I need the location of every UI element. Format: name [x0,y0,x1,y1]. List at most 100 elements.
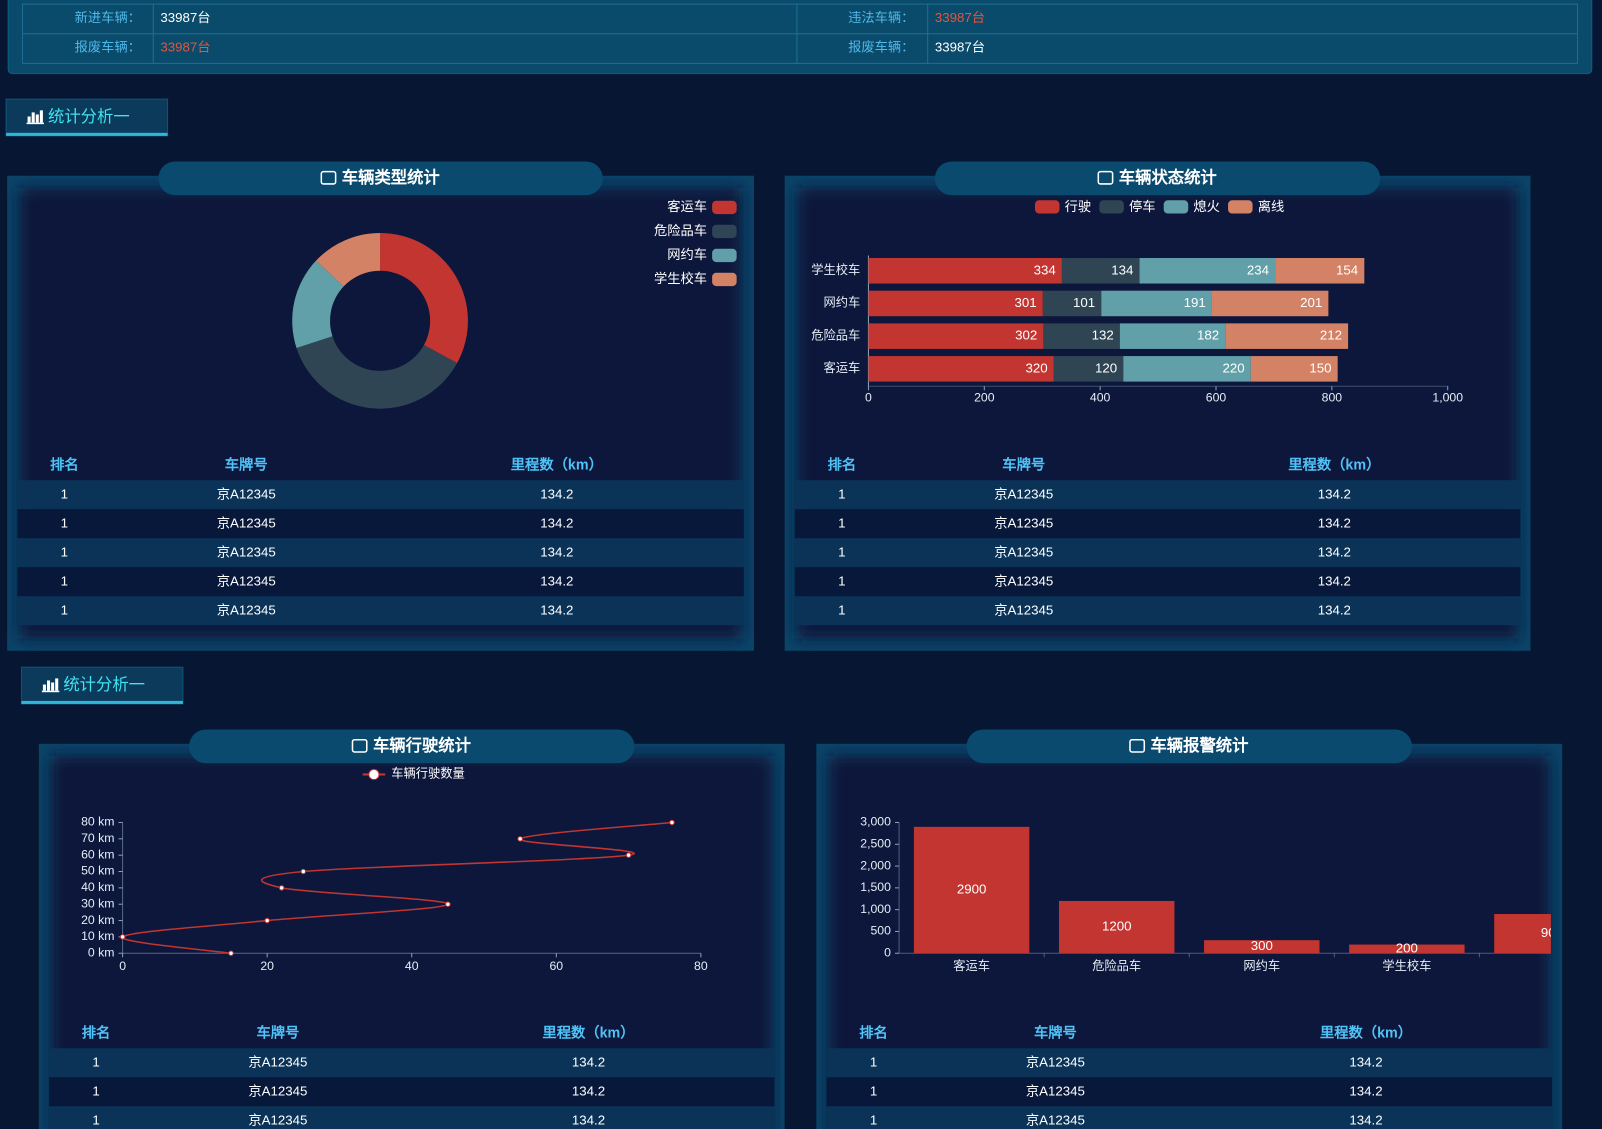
legend-label: 熄火 [1193,199,1220,214]
table-cell: 1 [838,574,845,589]
bar-value-label: 132 [1092,328,1114,343]
y-tick-label: 80 km [81,815,114,829]
table-cell: 134.2 [540,487,573,502]
table-cell: 1 [838,603,845,618]
bar-value-label: 201 [1300,295,1322,310]
table-header: 车牌号 [1034,1024,1077,1042]
panel-title: 车辆类型统计 [342,168,440,187]
panel-title-icon [1129,738,1146,753]
bar-value-label: 2900 [957,882,987,897]
x-tick-label: 400 [1090,391,1111,405]
info-value: 33987台 [160,40,210,55]
table-row [794,596,1521,626]
table-header: 里程数（km） [1288,456,1380,474]
table-row [826,1048,1552,1078]
table-header: 车牌号 [225,456,268,474]
line-point [445,901,451,907]
bar-value-label: 320 [1026,360,1048,375]
section-title: 统计分析一 [48,108,130,126]
legend-marker [368,768,380,781]
x-tick-label: 20 [260,959,274,973]
bar-segment [1061,257,1140,284]
line-point [119,934,126,940]
y-tick-label: 学生校车 [811,262,860,277]
y-tick-label: 网约车 [824,295,861,310]
table-cell: 134.2 [1318,487,1351,502]
bar-plot: 0 500 1,000 1,500 2,000 2,500 3,000 2900 客运车 1200… [860,815,1563,973]
line-point [625,852,632,858]
y-tick-label: 1,500 [860,880,891,894]
table-cell: 134.2 [1318,545,1351,560]
bar-value-label: 150 [1309,360,1331,375]
table-cell: 京A12345 [217,545,276,560]
bar-value-label: 200 [1396,940,1418,955]
table-row [17,538,744,568]
panel-title: 车辆状态统计 [1119,168,1217,187]
line-point [264,917,270,924]
info-label: 报废车辆： [848,39,914,55]
section-icon-bar [51,682,55,691]
table-cell: 京A12345 [994,516,1053,531]
pie-slice [380,232,468,364]
table-cell: 1 [61,603,68,618]
section-icon-bar [55,678,59,691]
y-tick-label: 1,000 [860,902,891,916]
bar-value-label: 101 [1073,295,1095,310]
table: 排名 车牌号 里程数（km） 1 京A12345 134.2 1 京A12345 134.2 1 京… [17,456,744,626]
bar-value-label: 300 [1251,938,1273,953]
x-tick-label: 1,000 [1432,391,1463,405]
table-cell: 134.2 [540,545,573,560]
table-header: 车牌号 [1002,456,1045,474]
section-icon-bar [46,680,51,691]
bar-value-label: 234 [1247,262,1269,277]
table-cell: 1 [61,487,68,502]
y-tick-label: 30 km [81,896,114,910]
table-row [794,538,1521,568]
section-icon-base [41,690,60,693]
table-cell: 京A12345 [994,574,1053,589]
table-cell: 京A12345 [994,487,1053,502]
table-cell: 1 [61,574,68,589]
table-cell: 京A12345 [248,1084,307,1099]
panel-title-pill [189,729,635,764]
section-tab-underline [6,132,168,136]
table-cell: 134.2 [1318,574,1351,589]
legend-label: 网约车 [667,246,707,262]
y-tick-label: 0 km [88,945,115,959]
section-icon-bar [42,684,46,691]
section-title: 统计分析一 [63,676,145,694]
bar-value-label: 301 [1015,295,1037,310]
table-cell: 京A12345 [994,545,1053,560]
bar-value-label: 302 [1015,328,1037,343]
x-tick-label: 0 [119,959,126,973]
table-cell: 1 [870,1055,877,1070]
legend-label: 学生校车 [654,270,707,286]
table-cell: 1 [870,1084,877,1099]
info-label: 报废车辆： [75,39,141,55]
y-tick-label: 10 km [81,929,114,943]
table-cell: 134.2 [1318,516,1351,531]
panel-title-pill [158,161,603,196]
pie-slice [296,336,458,409]
table-cell: 1 [61,516,68,531]
table-header: 里程数（km） [1320,1024,1412,1042]
info-panel [7,0,1593,75]
x-tick-label: 学生校车 [1382,958,1431,973]
table-cell: 京A12345 [1026,1055,1085,1070]
table: 排名 车牌号 里程数（km） 1 京A12345 134.2 1 京A12345 134.2 1 京… [826,1024,1552,1129]
panel-title-pill [934,161,1381,196]
bar-value-label: 900 [1541,925,1563,940]
x-tick-label: 60 [549,959,563,973]
table-row [794,480,1521,510]
info-label: 新进车辆： [75,9,141,25]
bar-segment [868,356,1054,382]
table-row [826,1106,1552,1129]
table-cell: 134.2 [540,516,573,531]
table-row [49,1077,775,1107]
y-tick-label: 60 km [81,847,114,861]
bar-segment [868,257,1062,284]
bar [1058,900,1175,954]
bar-value-label: 220 [1222,360,1244,375]
x-tick-label: 0 [865,391,872,405]
